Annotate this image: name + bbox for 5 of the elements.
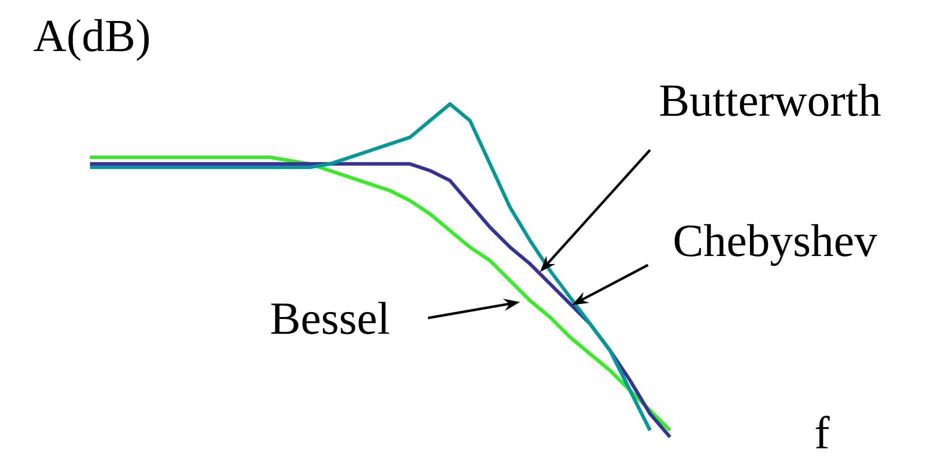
text: Butterworth bbox=[660, 84, 881, 116]
y-axis-title: A(dB) bbox=[34, 19, 149, 61]
x-axis-title: f bbox=[816, 416, 830, 448]
text: Chebyshev bbox=[674, 224, 878, 266]
text: Bessel bbox=[271, 302, 390, 334]
